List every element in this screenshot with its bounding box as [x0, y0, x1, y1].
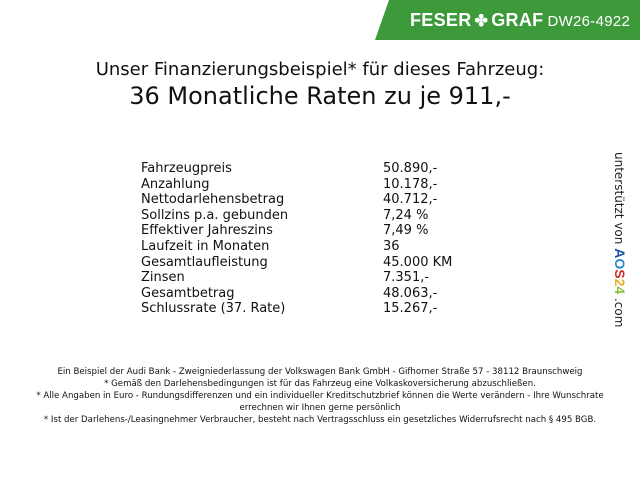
- finance-table: Fahrzeugpreis 50.890,- Anzahlung 10.178,- …: [141, 161, 471, 317]
- row-value: 7,24 %: [383, 207, 429, 223]
- row-value: 10.178,-: [383, 176, 438, 192]
- dealer-banner: [375, 0, 640, 40]
- supported-by-text: unterstützt von: [612, 152, 626, 245]
- table-row: Gesamtbetrag 48.063,-: [141, 286, 471, 302]
- monthly-rate-headline: 36 Monatliche Raten zu je 911,-: [129, 82, 511, 110]
- row-value: 15.267,-: [383, 301, 438, 317]
- row-label: Nettodarlehensbetrag: [141, 192, 285, 208]
- row-value: 48.063,-: [383, 285, 438, 301]
- table-row: Laufzeit in Monaten 36: [141, 239, 471, 255]
- brand-left: FESER: [410, 10, 472, 30]
- table-row: Nettodarlehensbetrag 40.712,-: [141, 192, 471, 208]
- clover-icon: ✤: [474, 13, 489, 30]
- row-label: Gesamtlaufleistung: [141, 254, 268, 270]
- dealer-logo: FESER ✤ GRAF DW26-4922: [410, 10, 630, 31]
- finance-title: Unser Finanzierungsbeispiel* für dieses …: [95, 59, 545, 80]
- row-value: 45.000 KM: [383, 254, 453, 270]
- table-row: Sollzins p.a. gebunden 7,24 %: [141, 208, 471, 224]
- row-label: Gesamtbetrag: [141, 285, 235, 301]
- vehicle-code: DW26-4922: [547, 13, 631, 30]
- table-row: Gesamtlaufleistung 45.000 KM: [141, 255, 471, 271]
- table-row: Anzahlung 10.178,-: [141, 177, 471, 193]
- supported-by: unterstützt von AOS24 .com: [612, 152, 628, 327]
- legal-footer: Ein Beispiel der Audi Bank - Zweignieder…: [20, 366, 620, 426]
- row-value: 36: [383, 238, 400, 254]
- row-label: Anzahlung: [141, 176, 210, 192]
- table-row: Effektiver Jahreszins 7,49 %: [141, 223, 471, 239]
- row-label: Zinsen: [141, 270, 185, 286]
- table-row: Zinsen 7.351,-: [141, 270, 471, 286]
- table-row: Schlussrate (37. Rate) 15.267,-: [141, 301, 471, 317]
- row-label: Sollzins p.a. gebunden: [141, 207, 289, 223]
- table-row: Fahrzeugpreis 50.890,-: [141, 161, 471, 177]
- footer-line: * Alle Angaben in Euro - Rundungsdiffere…: [36, 391, 604, 413]
- footer-line: * Ist der Darlehens-/Leasingnehmer Verbr…: [43, 415, 597, 425]
- footer-line: Ein Beispiel der Audi Bank - Zweignieder…: [57, 367, 583, 377]
- row-label: Fahrzeugpreis: [141, 161, 232, 176]
- footer-line: * Gemäß den Darlehensbedingungen ist für…: [104, 379, 536, 389]
- row-label: Laufzeit in Monaten: [141, 238, 270, 254]
- aos24-logo: AOS24: [612, 248, 628, 295]
- row-value: 7,49 %: [383, 223, 429, 239]
- row-value: 40.712,-: [383, 192, 438, 208]
- row-label: Schlussrate (37. Rate): [141, 301, 286, 317]
- brand-right: GRAF: [491, 10, 544, 30]
- row-value: 7.351,-: [383, 270, 430, 286]
- row-value: 50.890,-: [383, 161, 438, 176]
- row-label: Effektiver Jahreszins: [141, 223, 273, 239]
- supported-by-suffix: .com: [612, 297, 626, 328]
